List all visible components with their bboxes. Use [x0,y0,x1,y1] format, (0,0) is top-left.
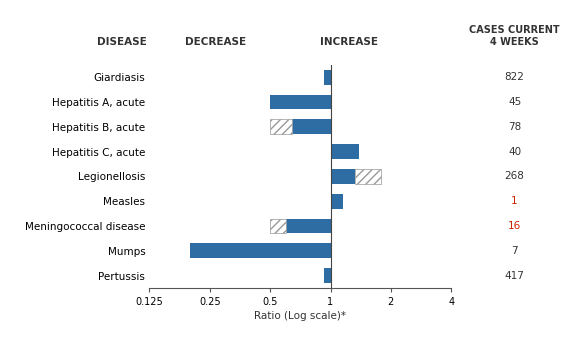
Text: 417: 417 [505,271,525,280]
Bar [324,268,331,283]
Bar [270,219,286,233]
Text: 45: 45 [508,97,521,107]
Text: 78: 78 [508,122,521,132]
Text: 40: 40 [508,147,521,157]
Text: INCREASE: INCREASE [320,37,378,47]
Text: DECREASE: DECREASE [186,37,246,47]
Bar [355,169,381,184]
Text: CASES CURRENT
4 WEEKS: CASES CURRENT 4 WEEKS [469,25,560,47]
Bar [292,120,331,134]
Text: 7: 7 [511,246,518,256]
Bar [324,70,331,85]
Bar [331,169,355,184]
Text: DISEASE: DISEASE [96,37,147,47]
Text: 16: 16 [508,221,521,231]
X-axis label: Ratio (Log scale)*: Ratio (Log scale)* [254,311,346,321]
Bar [191,243,331,258]
Text: 1: 1 [511,196,518,206]
Bar [270,120,292,134]
Bar [286,219,331,233]
Bar [331,194,343,209]
Text: 822: 822 [505,72,525,82]
Bar [270,95,331,109]
Bar [331,144,359,159]
Text: 268: 268 [505,171,525,181]
